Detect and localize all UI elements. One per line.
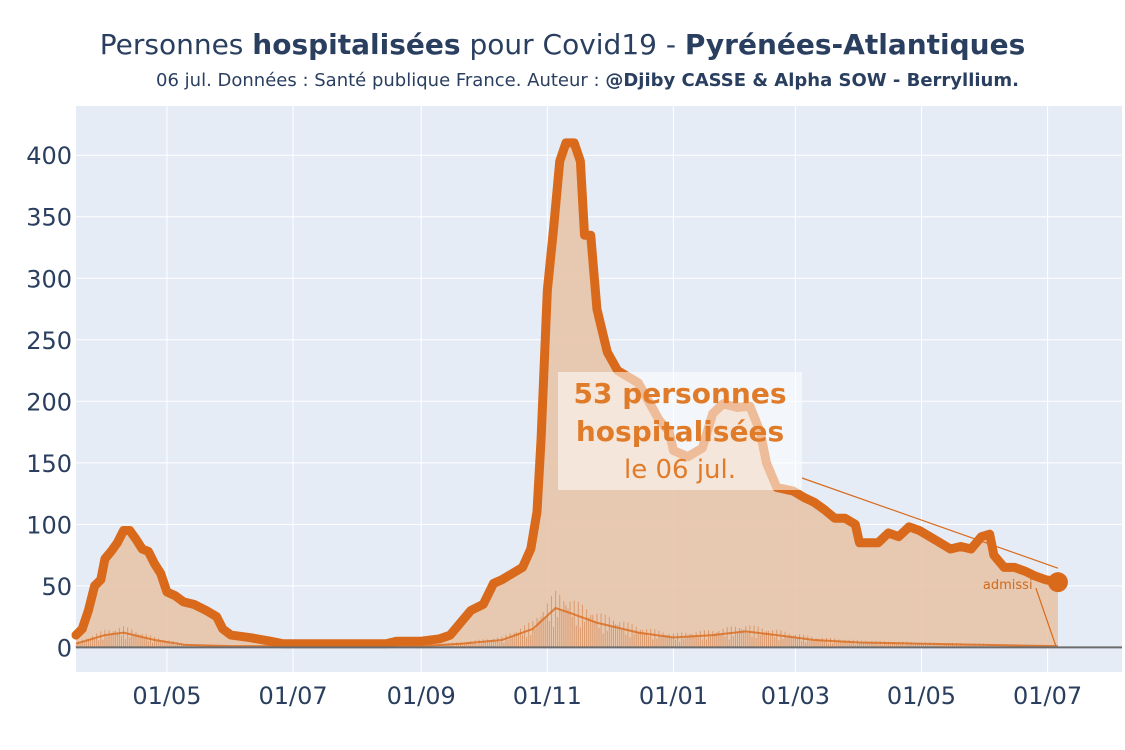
y-tick-label: 150 (26, 450, 72, 478)
subtitle-authors: @Djiby CASSE & Alpha SOW - Berryllium. (605, 70, 1019, 91)
chart-subtitle: 06 jul. Données : Santé publique France.… (0, 70, 1125, 91)
y-tick-label: 200 (26, 388, 72, 416)
admissions-line (75, 606, 1058, 648)
x-tick-label: 01/07 (258, 682, 327, 710)
chart-title: Personnes hospitalisées pour Covid19 - P… (0, 28, 1125, 61)
y-tick-label: 250 (26, 327, 72, 355)
x-tick-label: 01/05 (132, 682, 201, 710)
x-tick-label: 01/11 (513, 682, 582, 710)
title-bold-department: Pyrénées-Atlantiques (684, 28, 1026, 61)
x-tick-label: 01/03 (761, 682, 830, 710)
admission-connector (1035, 587, 1057, 647)
title-bold-hospitalisees: hospitalisées (252, 28, 461, 61)
y-tick-label: 50 (41, 573, 72, 601)
annotation-count: 53 personnes (573, 377, 787, 410)
annotation-date: le 06 jul. (623, 455, 737, 485)
y-tick-label: 350 (26, 204, 72, 232)
title-mid: pour Covid19 - (460, 28, 685, 61)
x-tick-label: 01/05 (887, 682, 956, 710)
annotation-label: hospitalisées (575, 415, 785, 448)
y-tick-label: 0 (57, 634, 72, 662)
y-tick-label: 300 (26, 265, 72, 293)
y-tick-label: 400 (26, 142, 72, 170)
y-tick-label: 100 (26, 511, 72, 539)
last-point-marker (1047, 572, 1068, 593)
annotation-box: 53 personnes hospitalisées le 06 jul. (558, 372, 802, 490)
x-tick-label: 01/07 (1013, 682, 1082, 710)
subtitle-source: 06 jul. Données : Santé publique France.… (156, 70, 606, 91)
title-prefix: Personnes (99, 28, 253, 61)
admissions-label: admissi (983, 578, 1033, 593)
annotation-connector (801, 477, 1059, 569)
hospitalized-line (71, 138, 1063, 649)
x-tick-label: 01/09 (387, 682, 456, 710)
x-tick-label: 01/01 (639, 682, 708, 710)
